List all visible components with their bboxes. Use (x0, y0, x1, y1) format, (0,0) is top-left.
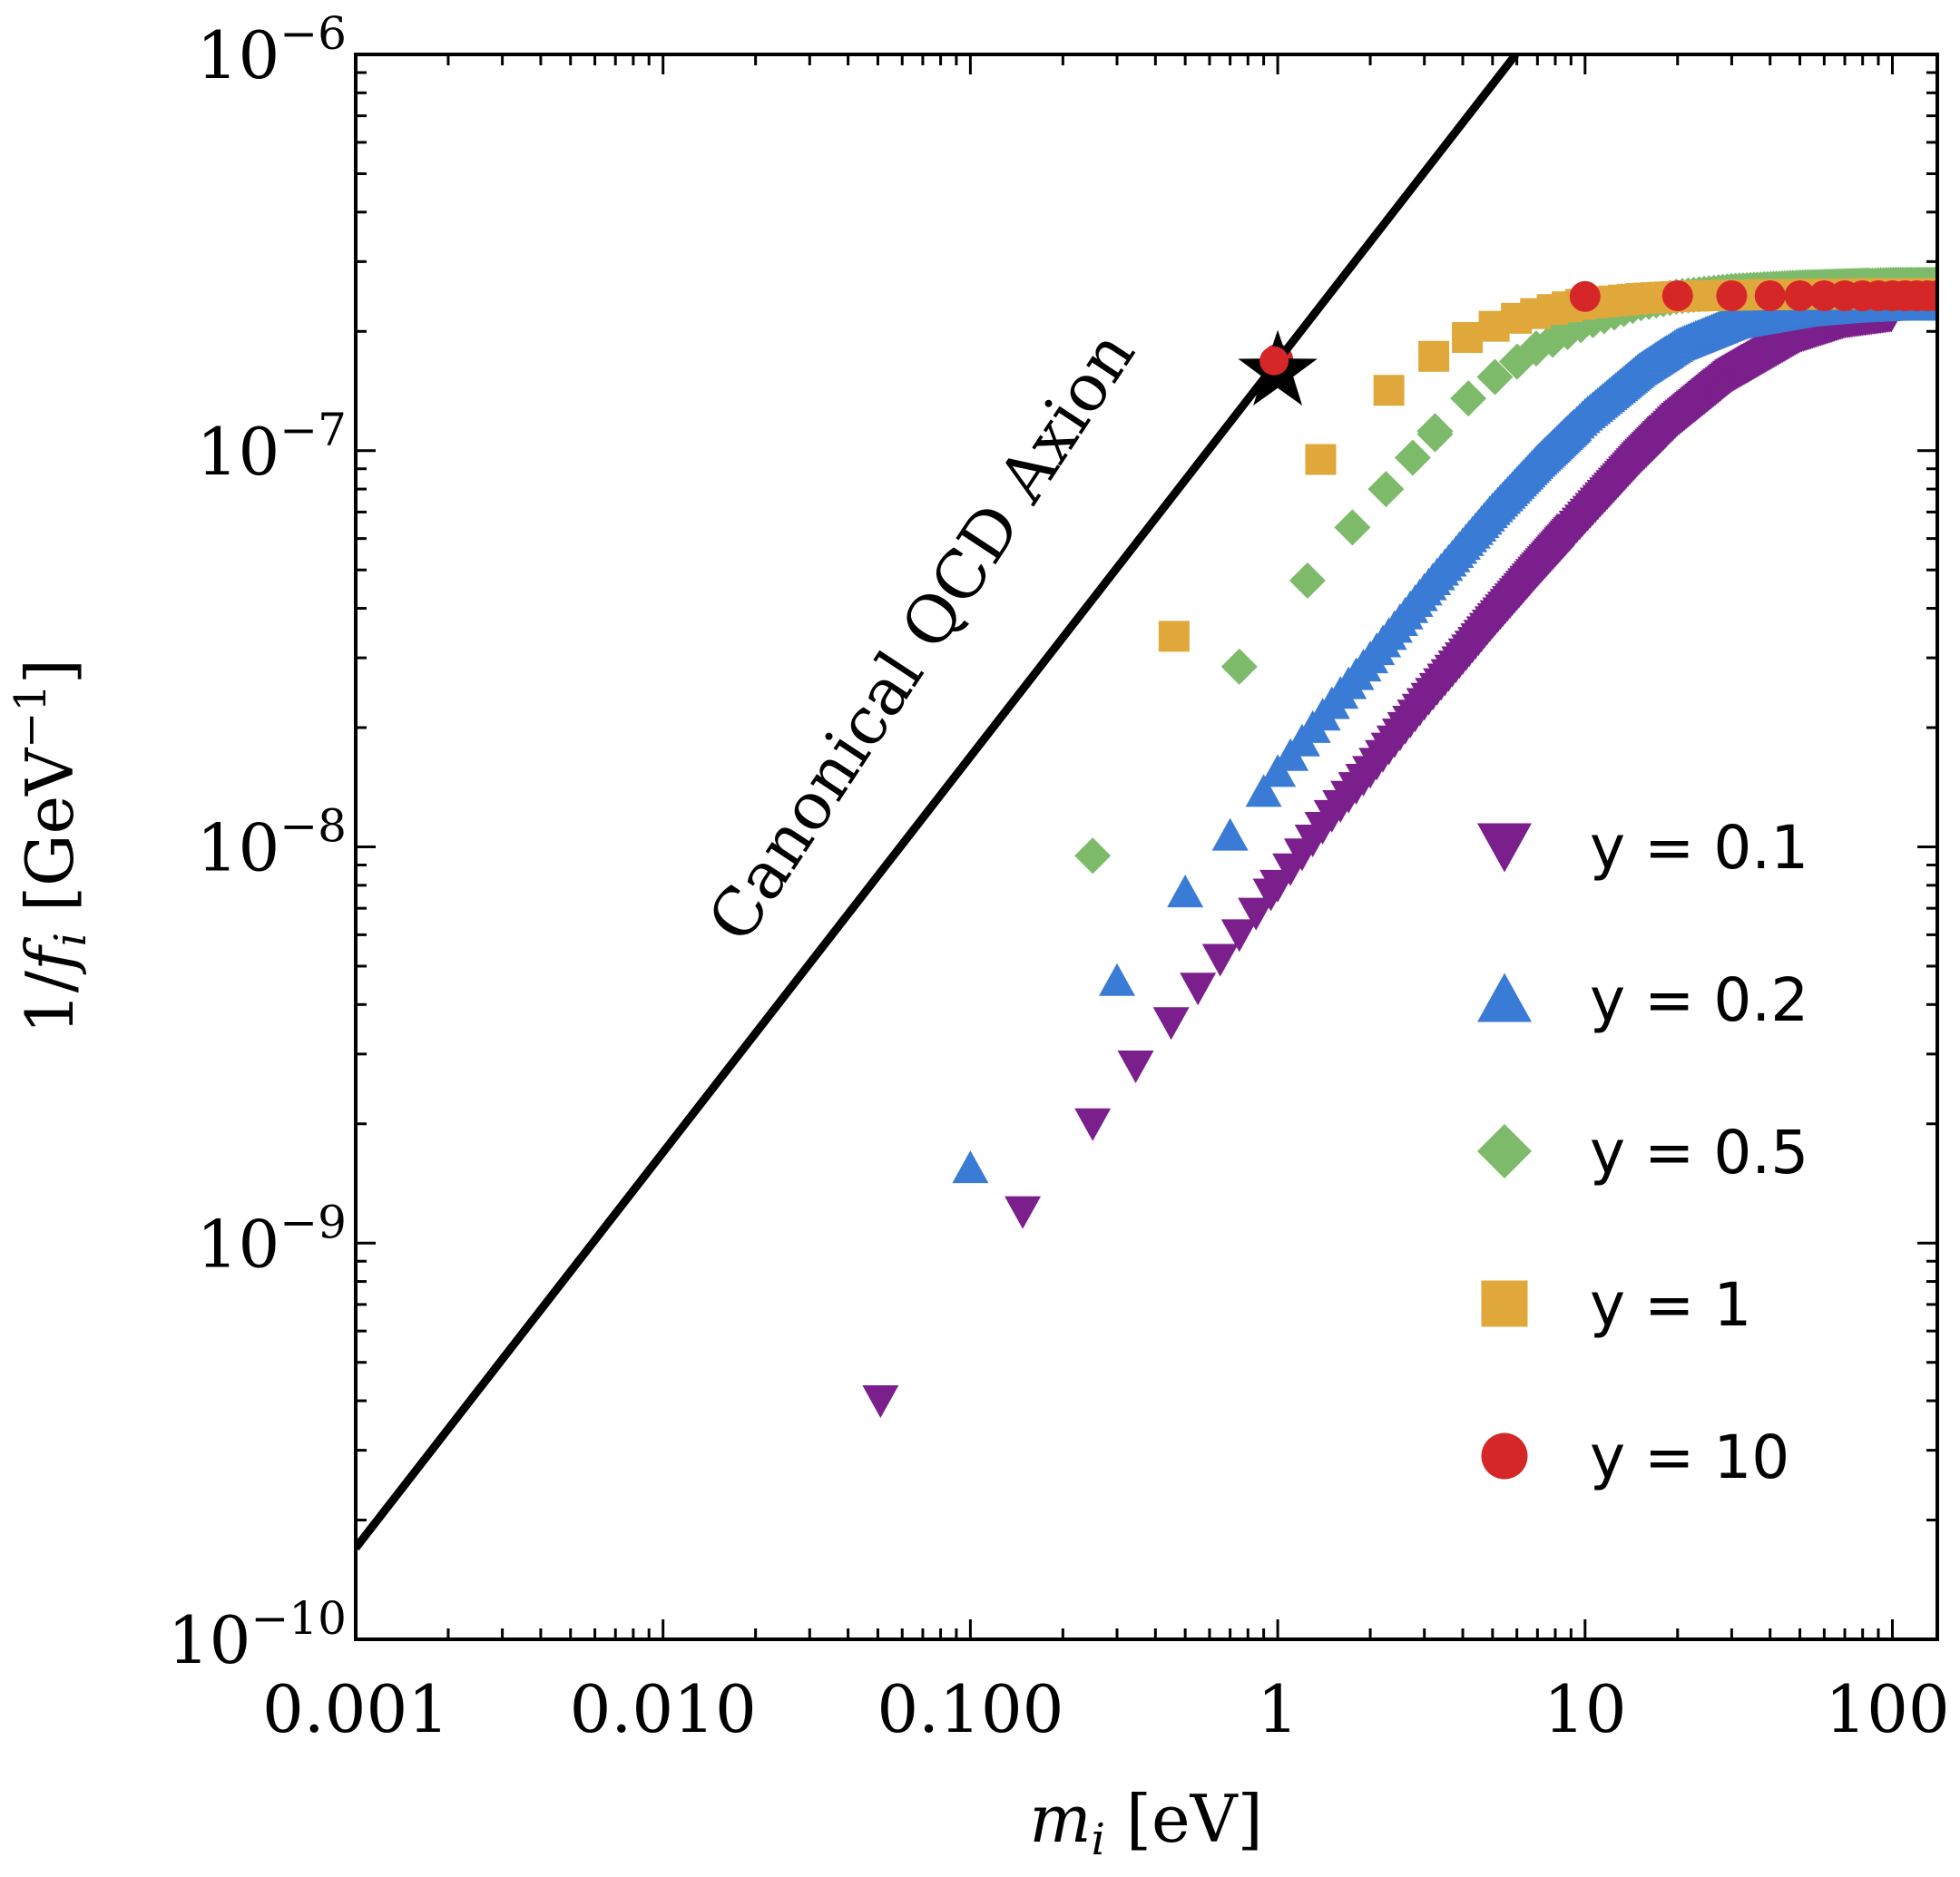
data-point-y-0-1 (1004, 1196, 1042, 1229)
data-point-y-0-5 (1416, 413, 1454, 450)
y-tick-label: 10−6 (197, 7, 347, 93)
data-point-y-0-1 (1238, 897, 1275, 931)
data-point-y-0-5 (1476, 358, 1514, 396)
x-axis-var: m (1029, 1781, 1091, 1857)
y-tick-label: 10−10 (168, 1592, 347, 1678)
legend-label-y-0-5: y = 0.5 (1590, 1118, 1808, 1188)
y-tick-mantissa: 10 (197, 810, 280, 886)
y-tick-label: 10−8 (197, 800, 347, 886)
data-point-y-1 (1418, 340, 1450, 372)
data-point-y-0-1 (1201, 943, 1239, 977)
data-point-y-0-5 (1367, 471, 1405, 508)
data-point-y-0-5 (1220, 648, 1258, 685)
y-tick-mantissa: 10 (197, 414, 280, 490)
data-point-y-10 (1716, 280, 1748, 312)
star-dot (1259, 346, 1289, 376)
legend-marker-y-1 (1481, 1280, 1528, 1327)
data-point-y-1 (1373, 375, 1405, 406)
data-point-y-0-1 (862, 1385, 899, 1419)
data-point-y-0-5 (1289, 562, 1326, 599)
data-point-y-0-2 (1099, 963, 1136, 996)
legend-marker-y-0-2 (1477, 973, 1532, 1022)
legend-label-y-0-1: y = 0.1 (1590, 813, 1808, 883)
y-tick-exponent: −10 (250, 1592, 347, 1645)
x-axis-unit: [eV] (1105, 1781, 1263, 1857)
y-tick-exponent: −6 (279, 7, 347, 60)
data-point-y-0-2 (1245, 774, 1282, 807)
data-point-y-0-1 (1117, 1050, 1154, 1083)
y-tick-exponent: −9 (279, 1196, 347, 1248)
data-point-y-10 (1569, 280, 1601, 312)
x-tick-label: 100 (1825, 1671, 1949, 1747)
x-tick-label: 0.001 (262, 1671, 449, 1747)
data-point-y-0-1 (1180, 973, 1217, 1006)
legend-marker-y-0-5 (1477, 1124, 1532, 1178)
series-y-10 (1262, 280, 1937, 376)
x-axis-title: mi [eV] (1029, 1781, 1262, 1865)
data-point-y-0-5 (1334, 509, 1371, 546)
data-point-y-0-1 (1152, 1007, 1190, 1041)
data-layer (862, 267, 1937, 1419)
legend: y = 0.1 y = 0.2 y = 0.5 y = 1 y = 10 (1477, 813, 1808, 1492)
y-axis-exponent: −1 (5, 684, 56, 748)
legend-label-y-1: y = 1 (1590, 1270, 1751, 1340)
data-point-y-0-5 (1394, 439, 1431, 476)
data-point-y-1 (1158, 621, 1190, 652)
data-point-y-0-2 (952, 1150, 989, 1184)
data-point-y-0-2 (1211, 817, 1249, 851)
y-tick-mantissa: 10 (197, 1206, 280, 1282)
tick-layer (354, 54, 1937, 1641)
y-axis-title: 1/fi [GeV−1] (5, 659, 96, 1034)
data-point-y-1 (1452, 322, 1484, 354)
y-tick-label: 10−9 (197, 1196, 347, 1282)
x-tick-label: 0.010 (570, 1671, 757, 1747)
data-point-y-0-1 (1074, 1108, 1112, 1141)
legend-label-y-10: y = 10 (1590, 1422, 1789, 1492)
x-tick-label: 0.100 (877, 1671, 1063, 1747)
y-axis-prefix: 1/ (12, 970, 88, 1034)
y-tick-mantissa: 10 (197, 17, 280, 93)
legend-marker-y-10 (1481, 1432, 1528, 1480)
data-point-y-0-5 (1074, 837, 1112, 875)
data-point-y-10 (1784, 280, 1816, 312)
legend-marker-y-0-1 (1477, 823, 1532, 873)
data-point-y-1 (1305, 444, 1337, 475)
y-tick-exponent: −8 (279, 800, 347, 853)
data-point-y-10 (1922, 280, 1937, 312)
data-point-y-0-5 (1450, 380, 1487, 417)
x-tick-label: 10 (1544, 1671, 1627, 1747)
y-tick-label: 10−7 (197, 404, 347, 490)
x-tick-label: 1 (1257, 1671, 1298, 1747)
data-point-y-10 (1754, 280, 1786, 312)
canonical-qcd-axion-line (356, 54, 1519, 1551)
label-layer: 0.001 0.010 0.100 1 10 10010−610−710−810−910−… (168, 7, 1950, 1747)
data-point-y-0-2 (1167, 875, 1204, 908)
legend-label-y-0-2: y = 0.2 (1590, 965, 1808, 1035)
y-axis-close: ] (12, 659, 88, 684)
y-tick-mantissa: 10 (168, 1602, 251, 1678)
y-axis-sub: i (45, 933, 96, 946)
y-tick-exponent: −7 (279, 404, 347, 456)
y-axis-unit: [GeV (12, 747, 88, 933)
star-layer (1238, 329, 1318, 406)
data-point-y-10 (1661, 280, 1693, 312)
data-point-y-0-1 (1220, 919, 1258, 953)
x-axis-sub: i (1092, 1814, 1105, 1865)
line-layer (356, 54, 1519, 1551)
